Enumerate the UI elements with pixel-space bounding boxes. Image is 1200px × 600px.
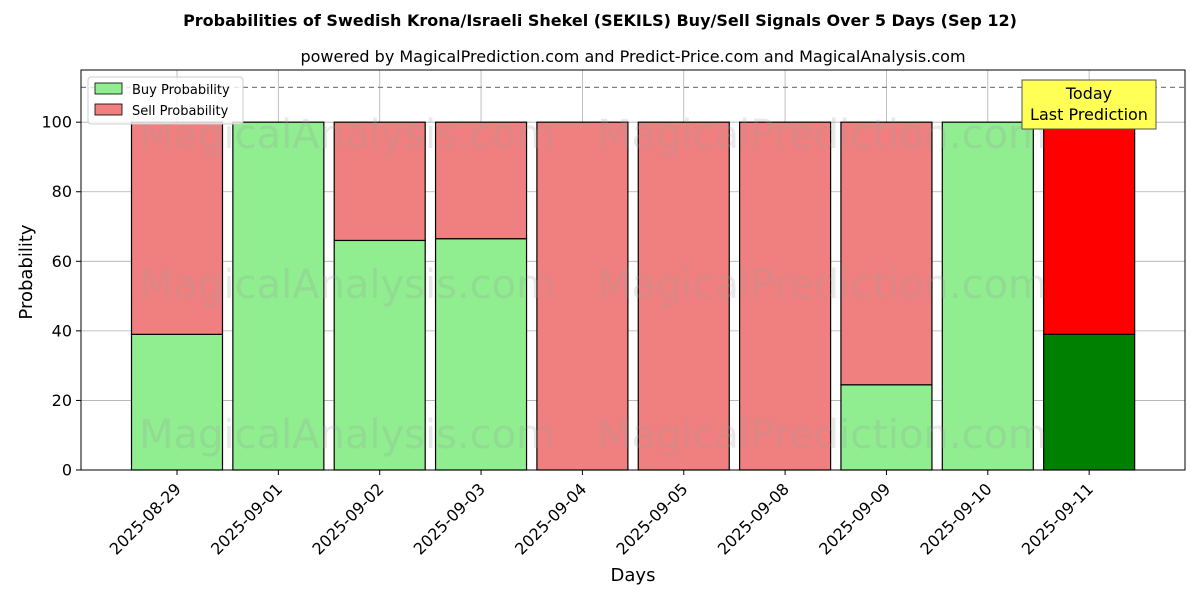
watermark-text: MagicalPrediction.com	[597, 112, 1047, 158]
legend-label-sell: Sell Probability	[132, 104, 229, 119]
chart-subtitle: powered by MagicalPrediction.com and Pre…	[300, 47, 965, 66]
watermarks: MagicalAnalysis.com MagicalPrediction.com…	[139, 112, 1047, 458]
x-tick-label: 2025-09-10	[916, 479, 995, 558]
x-tick-label: 2025-09-09	[815, 479, 894, 558]
legend-label-buy: Buy Probability	[132, 83, 230, 98]
watermark-text: MagicalAnalysis.com	[139, 412, 555, 458]
x-axis-label: Days	[611, 565, 656, 586]
annotation-line2: Last Prediction	[1030, 105, 1148, 124]
bar-sell	[1043, 121, 1136, 335]
bar-sell	[738, 121, 832, 471]
bar-buy	[130, 333, 224, 471]
y-axis: 0 20 40 60 80 100	[41, 113, 81, 480]
x-tick-label: 2025-08-29	[106, 479, 185, 558]
x-tick-label: 2025-09-08	[714, 479, 793, 558]
x-tick-label: 2025-09-01	[207, 479, 286, 558]
y-tick-label: 20	[52, 391, 72, 410]
y-tick-label: 0	[62, 461, 72, 480]
bar-sell	[333, 121, 426, 242]
bar-sell	[840, 121, 933, 386]
bar-buy	[434, 238, 528, 471]
chart-title: Probabilities of Swedish Krona/Israeli S…	[183, 11, 1017, 30]
watermark-text: MagicalPrediction.com	[597, 262, 1047, 308]
x-tick-label: 2025-09-02	[308, 479, 387, 558]
y-axis-label: Probability	[16, 224, 37, 319]
x-axis: 2025-08-29 2025-09-01 2025-09-02 2025-09-03…	[106, 470, 1097, 559]
y-tick-label: 60	[52, 252, 72, 271]
bars	[130, 121, 1136, 471]
bar-sell	[130, 121, 224, 335]
annotation-box	[1021, 79, 1157, 130]
legend-swatch-sell	[94, 103, 123, 116]
bar-sell	[637, 121, 730, 471]
bar-buy	[941, 121, 1034, 471]
watermark-text: MagicalAnalysis.com	[139, 262, 555, 308]
plot-frame	[80, 69, 1186, 471]
y-tick-label: 40	[52, 321, 72, 340]
x-tick-label: 2025-09-05	[612, 479, 691, 558]
annotation: Today Last Prediction	[1021, 79, 1157, 130]
legend-box	[87, 76, 244, 125]
annotation-line1: Today	[1065, 84, 1112, 103]
bar-buy	[333, 239, 426, 471]
legend-swatch-buy	[94, 82, 123, 95]
legend: Buy Probability Sell Probability	[87, 76, 244, 125]
x-tick-label: 2025-09-03	[410, 479, 489, 558]
y-tick-label: 100	[41, 113, 72, 132]
bar-buy	[840, 384, 933, 471]
x-tick-label: 2025-09-04	[511, 479, 590, 558]
bar-buy	[1043, 333, 1136, 471]
y-tick-label: 80	[52, 182, 72, 201]
bar-sell	[434, 121, 528, 240]
watermark-text: MagicalPrediction.com	[597, 412, 1047, 458]
x-tick-label: 2025-09-11	[1018, 479, 1097, 558]
